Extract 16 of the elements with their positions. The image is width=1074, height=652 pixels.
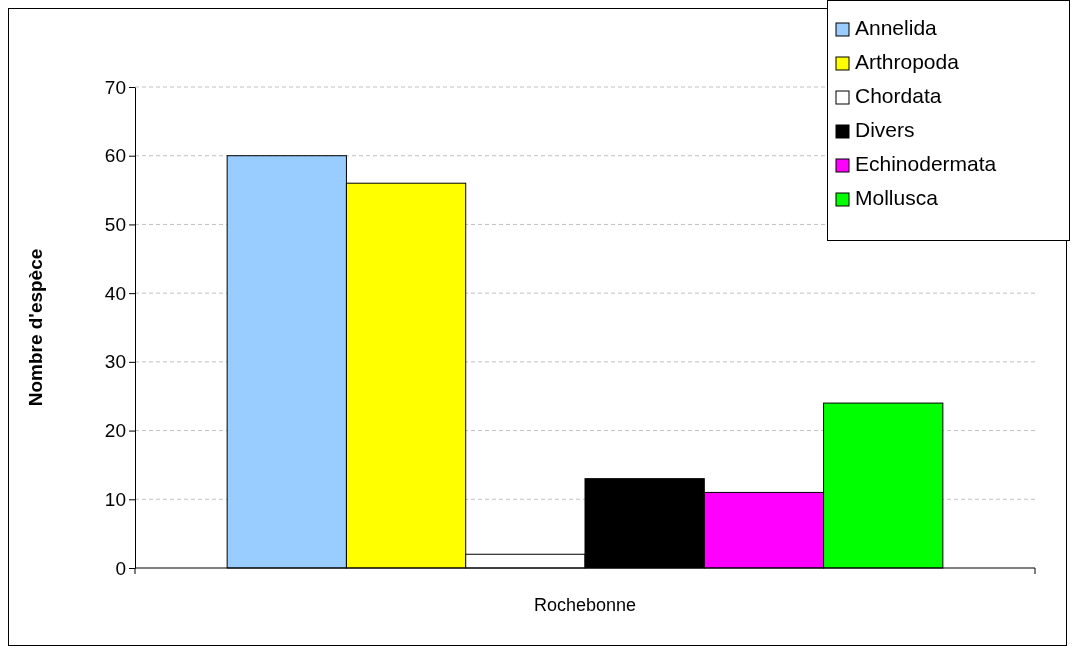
legend-label: Annelida xyxy=(855,16,938,39)
y-tick-label: 60 xyxy=(104,145,126,167)
legend-label: Chordata xyxy=(855,84,942,107)
y-tick-label: 50 xyxy=(104,214,126,236)
y-tick-label: 30 xyxy=(104,351,126,373)
y-tick-label: 40 xyxy=(104,282,126,304)
y-axis-title: Nombre d'espèce xyxy=(25,248,46,407)
y-tick-label: 70 xyxy=(104,76,126,98)
legend-label: Mollusca xyxy=(855,186,939,209)
y-tick-label: 0 xyxy=(115,557,126,579)
legend-label: Arthropoda xyxy=(855,50,960,73)
y-tick-label: 10 xyxy=(104,488,126,510)
legend-label: Divers xyxy=(855,118,915,141)
legend-label: Echinodermata xyxy=(855,152,997,175)
y-tick-label: 20 xyxy=(104,420,126,442)
x-tick-label: Rochebonne xyxy=(533,594,637,615)
